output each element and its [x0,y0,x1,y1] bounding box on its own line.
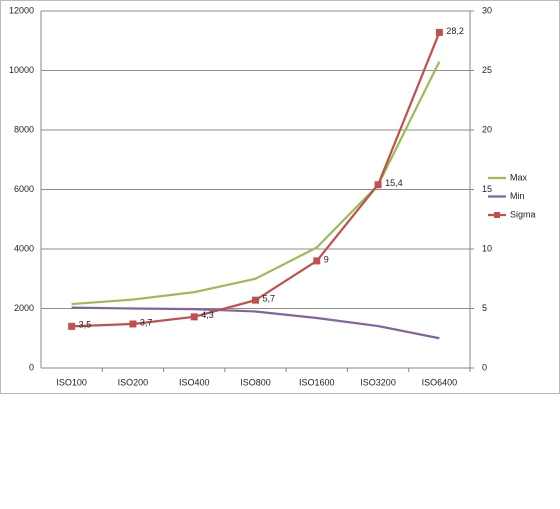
marker [129,320,137,328]
y2-tick-label: 30 [482,5,492,15]
y-tick-label: 2000 [14,303,34,313]
data-label: 28,2 [446,26,464,36]
data-label: 3,7 [140,317,153,327]
y-tick-label: 4000 [14,243,34,253]
x-tick-label: ISO6400 [422,377,458,387]
marker [190,313,198,321]
data-label: 3,5 [79,320,92,330]
legend-label: Min [510,191,525,201]
marker [252,296,259,304]
y2-tick-label: 0 [482,362,487,372]
marker [313,257,321,265]
x-tick-label: ISO800 [240,377,271,387]
data-label: 15,4 [385,178,403,188]
x-tick-label: ISO1600 [299,377,335,387]
data-label: 5,7 [263,294,276,304]
legend-marker [494,212,500,218]
legend-label: Max [510,172,528,182]
legend-label: Sigma [510,209,536,219]
marker [374,181,382,189]
x-tick-label: ISO3200 [360,377,396,387]
y-tick-label: 10000 [9,65,34,75]
y-tick-label: 8000 [14,124,34,134]
x-tick-label: ISO400 [179,377,210,387]
series-line [71,306,440,340]
y2-tick-label: 15 [482,184,492,194]
y2-tick-label: 5 [482,303,487,313]
y2-tick-label: 25 [482,65,492,75]
y-tick-label: 12000 [9,5,34,15]
x-tick-label: ISO200 [118,377,149,387]
marker [68,322,76,330]
y-tick-label: 0 [29,362,34,372]
chart-frame [0,0,560,394]
data-label: 4,3 [201,310,214,320]
y2-tick-label: 20 [482,124,492,134]
x-tick-label: ISO100 [56,377,87,387]
y-tick-label: 6000 [14,184,34,194]
data-label: 9 [324,254,329,264]
y2-tick-label: 10 [482,243,492,253]
marker [435,28,443,36]
